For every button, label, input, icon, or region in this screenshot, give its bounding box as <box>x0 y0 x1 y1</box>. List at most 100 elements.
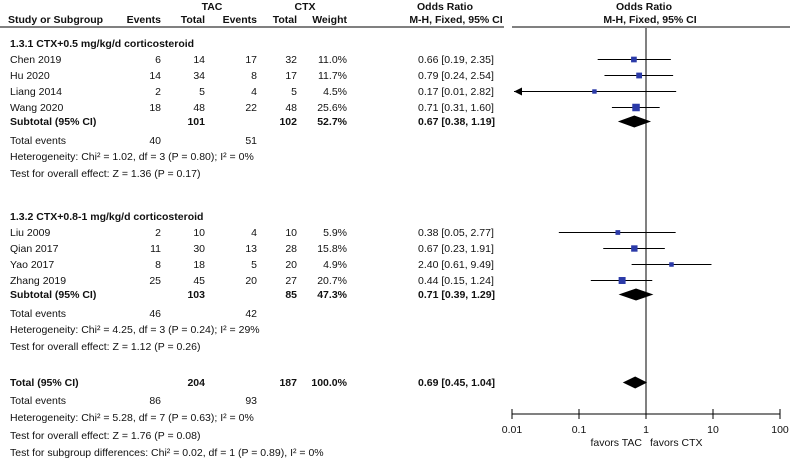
study-header: Study or Subgroup <box>8 14 103 26</box>
total-events-ctx: 51 <box>245 135 257 147</box>
study-ci: 0.79 [0.24, 2.54] <box>418 70 494 82</box>
subtotal-tac-total: 103 <box>187 289 205 301</box>
ctx-total-header: Total <box>273 14 297 26</box>
tac-events: 11 <box>150 243 161 255</box>
study-weight: 11.0% <box>318 54 347 66</box>
study-name: Hu 2020 <box>10 70 50 82</box>
overall-effect-text: Test for overall effect: Z = 1.76 (P = 0… <box>10 430 200 442</box>
subgroup-title: 1.3.2 CTX+0.8-1 mg/kg/d corticosteroid <box>10 211 203 223</box>
study-name: Qian 2017 <box>10 243 59 255</box>
favors-left-label: favors TAC <box>590 437 642 449</box>
ctx-events: 4 <box>251 227 257 239</box>
favors-right-label: favors CTX <box>650 437 703 449</box>
tac-total: 30 <box>193 243 205 255</box>
total-events-ctx: 93 <box>245 395 257 407</box>
study-ci: 0.44 [0.15, 1.24] <box>418 275 494 287</box>
subtotal-ctx-total: 85 <box>285 289 297 301</box>
study-weight: 4.5% <box>323 86 347 98</box>
study-weight: 15.8% <box>317 243 347 255</box>
subtotal-ci: 0.67 [0.38, 1.19] <box>418 116 495 128</box>
study-weight: 25.6% <box>317 102 347 114</box>
tac-total: 45 <box>193 275 205 287</box>
study-name: Liang 2014 <box>10 86 62 98</box>
tac-total: 5 <box>199 86 205 98</box>
study-name: Yao 2017 <box>10 259 54 271</box>
subtotal-diamond <box>618 288 654 301</box>
tac-events-header: Events <box>127 14 162 26</box>
subtotal-label: Subtotal (95% CI) <box>10 116 96 128</box>
x-tick-label: 0.01 <box>502 424 523 436</box>
subtotal-label: Subtotal (95% CI) <box>10 289 96 301</box>
overall-effect-text: Test for overall effect: Z = 1.36 (P = 0… <box>10 168 200 180</box>
study-ci: 0.67 [0.23, 1.91] <box>418 243 494 255</box>
ctx-total: 5 <box>291 86 297 98</box>
ctx-events-header: Events <box>223 14 258 26</box>
tac-events: 25 <box>149 275 161 287</box>
ctx-events: 20 <box>245 275 257 287</box>
study-name: Zhang 2019 <box>10 275 66 287</box>
total-events-tac: 46 <box>149 308 161 320</box>
total-events-label: Total events <box>10 308 66 320</box>
overall-total-weight: 100.0% <box>311 377 347 389</box>
ctx-total: 20 <box>285 259 297 271</box>
x-tick-label: 0.1 <box>572 424 587 436</box>
study-marker <box>615 230 621 235</box>
x-tick-label: 10 <box>707 424 719 436</box>
study-name: Liu 2009 <box>10 227 50 239</box>
ctx-events: 4 <box>251 86 257 98</box>
subtotal-weight: 47.3% <box>317 289 347 301</box>
tac-events: 2 <box>155 86 161 98</box>
overall-effect-text: Test for overall effect: Z = 1.12 (P = 0… <box>10 341 200 353</box>
ctx-total: 27 <box>285 275 297 287</box>
ctx-total: 17 <box>285 70 297 82</box>
tac-events: 8 <box>155 259 161 271</box>
study-weight: 5.9% <box>323 227 347 239</box>
ctx-events: 5 <box>251 259 257 271</box>
subtotal-ctx-total: 102 <box>279 116 297 128</box>
ctx-events: 17 <box>245 54 257 66</box>
overall-total-ci: 0.69 [0.45, 1.04] <box>418 377 495 389</box>
total-events-label: Total events <box>10 395 66 407</box>
ctx-events: 13 <box>245 243 257 255</box>
subgroup-difference-text: Test for subgroup differences: Chi² = 0.… <box>10 447 324 459</box>
study-marker <box>669 262 674 267</box>
ctx-total: 32 <box>285 54 297 66</box>
tac-total: 10 <box>193 227 205 239</box>
study-marker <box>631 56 637 63</box>
study-weight: 4.9% <box>323 259 347 271</box>
study-weight: 11.7% <box>318 70 347 82</box>
total-events-ctx: 42 <box>245 308 257 320</box>
total-events-tac: 40 <box>149 135 161 147</box>
subtotal-ci: 0.71 [0.39, 1.29] <box>418 289 495 301</box>
tac-header: TAC <box>202 1 223 13</box>
overall-total-diamond <box>622 376 648 389</box>
plot-odds-ratio-header: Odds Ratio <box>616 1 672 13</box>
study-name: Wang 2020 <box>10 102 63 114</box>
ci-header: M-H, Fixed, 95% CI <box>409 14 502 26</box>
study-ci: 0.71 [0.31, 1.60] <box>418 102 494 114</box>
x-tick-label: 100 <box>771 424 789 436</box>
heterogeneity-text: Heterogeneity: Chi² = 4.25, df = 3 (P = … <box>10 324 260 336</box>
total-events-tac: 86 <box>149 395 161 407</box>
heterogeneity-text: Heterogeneity: Chi² = 1.02, df = 3 (P = … <box>10 151 254 163</box>
study-name: Chen 2019 <box>10 54 62 66</box>
tac-events: 2 <box>155 227 161 239</box>
heterogeneity-text: Heterogeneity: Chi² = 5.28, df = 7 (P = … <box>10 412 254 424</box>
x-tick-label: 1 <box>643 424 649 436</box>
tac-total: 14 <box>193 54 205 66</box>
subtotal-tac-total: 101 <box>187 116 205 128</box>
ctx-events: 22 <box>245 102 257 114</box>
study-weight: 20.7% <box>317 275 347 287</box>
study-marker <box>636 72 643 79</box>
tac-total: 18 <box>193 259 205 271</box>
ctx-total: 28 <box>285 243 297 255</box>
ctx-total: 48 <box>285 102 297 114</box>
study-marker <box>592 89 597 94</box>
tac-total: 34 <box>193 70 205 82</box>
study-marker <box>632 103 640 112</box>
overall-total-ctx-total: 187 <box>279 377 297 389</box>
tac-events: 6 <box>155 54 161 66</box>
subtotal-weight: 52.7% <box>317 116 347 128</box>
tac-total: 48 <box>193 102 205 114</box>
study-ci: 0.38 [0.05, 2.77] <box>418 227 494 239</box>
